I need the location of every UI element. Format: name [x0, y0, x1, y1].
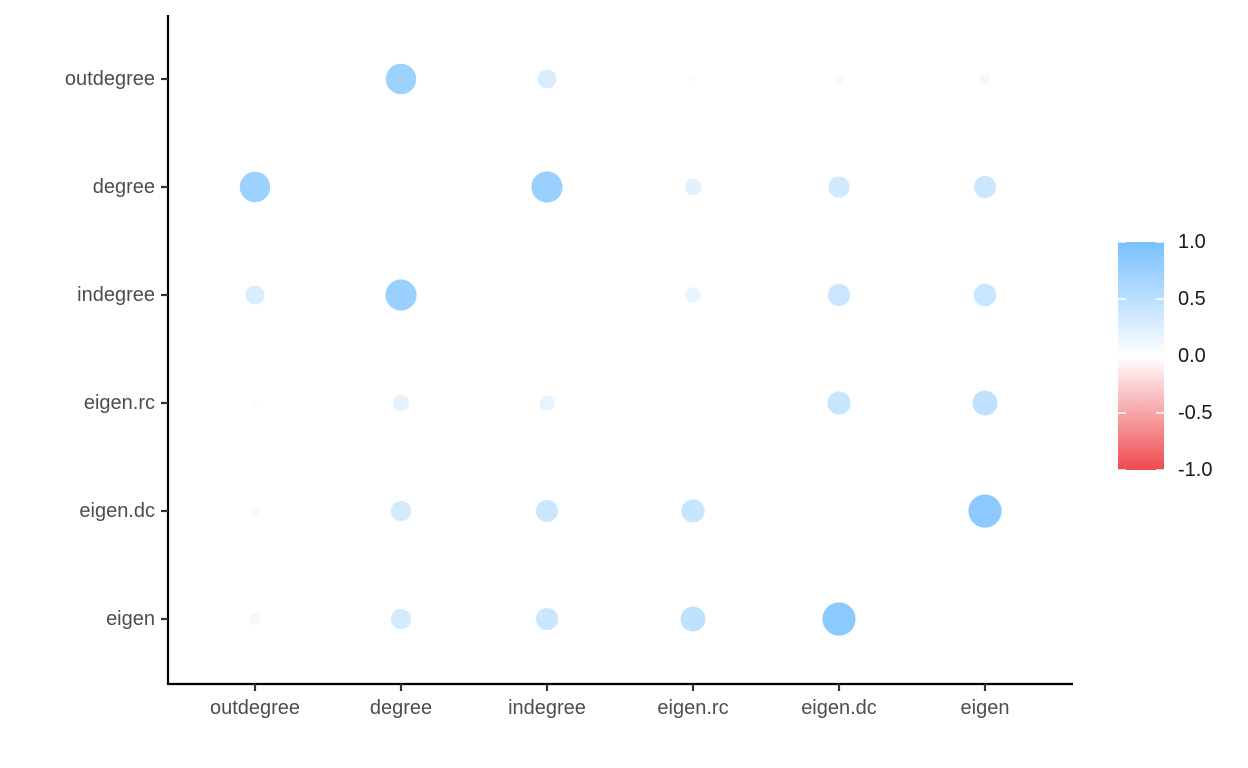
bubble-eigen-eigen-dc [822, 602, 856, 636]
bubble-degree-eigen [973, 175, 997, 199]
legend-tick-label: 0.0 [1178, 345, 1206, 367]
bubble-eigen-rc-eigen-dc [827, 391, 851, 415]
bubble-degree-indegree [531, 171, 563, 203]
bubble-eigen-eigen-rc [680, 606, 706, 632]
bubble-eigen-rc-indegree [539, 395, 555, 411]
bubble-eigen-rc-degree [392, 394, 410, 412]
bubble-degree-eigen-rc [684, 178, 702, 196]
x-tick-label-eigen-dc: eigen.dc [801, 697, 877, 719]
y-tick-label-degree: degree [93, 176, 155, 198]
legend-ticks: 1.0 0.5 0.0 -0.5 -1.0 [1118, 231, 1212, 481]
bubble-eigen-rc-outdegree [251, 399, 259, 407]
x-tick-label-eigen: eigen [961, 697, 1010, 719]
bubble-degree-outdegree [239, 171, 271, 203]
y-axis-ticks: outdegree degree indegree eigen.rc eigen.dc e… [65, 68, 168, 630]
bubble-eigen-dc-indegree [535, 499, 559, 523]
bubble-eigen-dc-outdegree [250, 506, 260, 516]
x-tick-label-degree: degree [370, 697, 432, 719]
y-tick-label-indegree: indegree [77, 284, 155, 306]
axes [166, 15, 1073, 686]
bubble-indegree-degree [385, 279, 417, 311]
x-axis-ticks: outdegree degree indegree eigen.rc eigen.dc e… [210, 684, 1010, 719]
bubble-outdegree-eigen [979, 73, 991, 85]
color-legend: 1.0 0.5 0.0 -0.5 -1.0 [1118, 231, 1212, 481]
bubble-eigen-dc-degree [390, 500, 412, 522]
bubble-outdegree-degree [385, 63, 417, 95]
legend-tick-label: 1.0 [1178, 231, 1206, 253]
y-tick-label-eigen-rc: eigen.rc [84, 392, 155, 414]
x-tick-label-eigen-rc: eigen.rc [657, 697, 728, 719]
bubble-eigen-dc-eigen [968, 494, 1002, 528]
bubble-eigen-degree [390, 608, 412, 630]
legend-tick-label: -1.0 [1178, 459, 1212, 481]
bubble-indegree-eigen [973, 283, 997, 307]
bubble-outdegree-eigen-dc [834, 74, 844, 84]
y-tick-label-eigen-dc: eigen.dc [79, 500, 155, 522]
y-tick-label-eigen: eigen [106, 608, 155, 630]
x-tick-label-outdegree: outdegree [210, 697, 300, 719]
bubble-eigen-outdegree [249, 613, 261, 625]
bubble-degree-eigen-dc [828, 176, 850, 198]
x-tick-label-indegree: indegree [508, 697, 586, 719]
legend-tick-label: -0.5 [1178, 402, 1212, 424]
bubble-outdegree-indegree [537, 69, 557, 89]
bubble-layer [239, 63, 1002, 636]
bubble-outdegree-eigen-rc [689, 75, 697, 83]
bubble-eigen-indegree [535, 607, 559, 631]
bubble-indegree-outdegree [245, 285, 265, 305]
bubble-eigen-dc-eigen-rc [681, 499, 705, 523]
y-tick-label-outdegree: outdegree [65, 68, 155, 90]
legend-tick-label: 0.5 [1178, 288, 1206, 310]
bubble-indegree-eigen-dc [827, 283, 851, 307]
bubble-indegree-eigen-rc [685, 287, 701, 303]
bubble-eigen-rc-eigen [972, 390, 998, 416]
